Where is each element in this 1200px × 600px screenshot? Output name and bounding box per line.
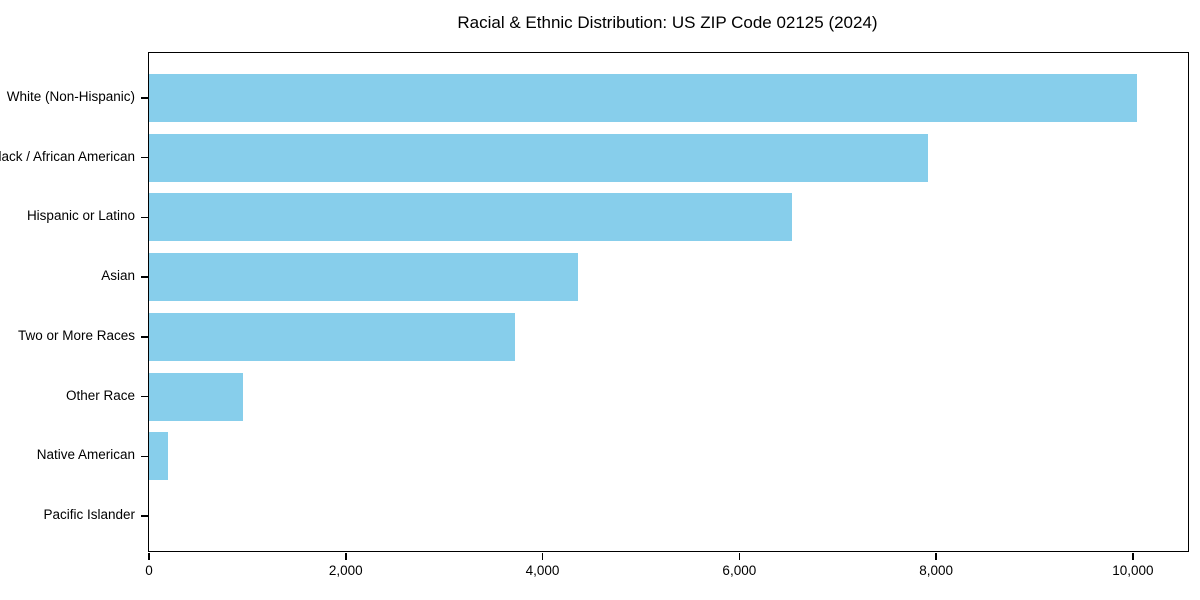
bar — [149, 193, 793, 242]
bar — [149, 432, 168, 481]
x-axis-label: 0 — [145, 563, 153, 578]
x-axis-tick — [148, 552, 150, 560]
x-axis-label: 2,000 — [328, 563, 363, 578]
y-axis-tick — [140, 395, 148, 398]
bar — [149, 74, 1137, 122]
x-axis-tick — [935, 552, 937, 560]
x-axis-label: 10,000 — [1112, 563, 1154, 578]
x-axis-tick — [1132, 552, 1134, 560]
y-axis-label: Other Race — [65, 387, 135, 403]
y-axis-label: Native American — [36, 447, 135, 463]
y-axis-label: White (Non-Hispanic) — [6, 89, 135, 104]
bar — [149, 253, 578, 302]
x-axis-label: 4,000 — [525, 563, 560, 578]
y-axis-tick — [140, 276, 148, 278]
x-axis-tick — [738, 552, 741, 560]
y-axis-label: Two or More Races — [17, 327, 135, 343]
bar — [149, 133, 929, 182]
y-axis-label: Black / African American — [0, 148, 135, 164]
x-axis-label: 8,000 — [919, 563, 954, 578]
y-axis-label: Pacific Islander — [43, 506, 135, 522]
y-axis-tick — [140, 97, 148, 99]
y-axis-tick — [140, 515, 148, 517]
plot-area: White (Non-Hispanic) Black / African Amer… — [0, 52, 1189, 578]
y-axis-label: Hispanic or Latino — [26, 208, 135, 224]
y-axis-tick — [140, 156, 148, 159]
chart-title: Racial & Ethnic Distribution: US ZIP Cod… — [457, 13, 878, 32]
y-axis-tick — [140, 336, 148, 338]
y-axis-label: Asian — [101, 268, 135, 284]
bar — [149, 372, 244, 421]
bar — [149, 312, 515, 361]
y-axis-tick — [140, 216, 148, 219]
x-axis-tick — [345, 552, 347, 560]
x-axis-tick — [541, 552, 544, 560]
x-axis-label: 6,000 — [722, 563, 757, 578]
y-axis-tick — [140, 455, 148, 457]
